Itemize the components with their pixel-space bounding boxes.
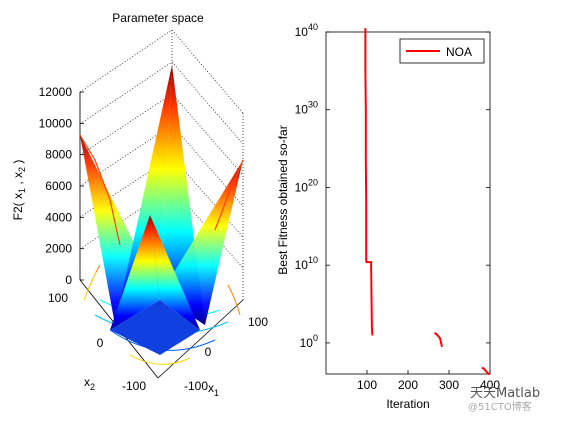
x-tick-label: 200 xyxy=(398,378,418,392)
y-tick-label: 100 xyxy=(300,333,318,350)
y-tick-label: 1040 xyxy=(295,22,318,39)
x2-tick-label: 100 xyxy=(48,291,68,305)
z-axis-ticks: 0 2000 4000 6000 8000 10000 12000 xyxy=(39,85,84,287)
surface-mesh xyxy=(79,65,244,355)
x1-tick-label: 0 xyxy=(205,345,212,359)
series-line-noa xyxy=(481,366,490,375)
x1-tick-label: 100 xyxy=(248,315,268,329)
x1-axis-ticks: -100 0 100 xyxy=(184,315,268,393)
convergence-axes-box xyxy=(325,31,491,375)
legend: NOA xyxy=(399,38,485,64)
surface-zlabel: F2( x1 , x2 ) xyxy=(11,160,27,221)
x2-tick-label: -100 xyxy=(122,379,146,393)
convergence-x-ticks: 100 200 300 400 xyxy=(357,370,500,392)
surface-plot: Parameter space xyxy=(11,11,268,398)
convergence-xlabel: Iteration xyxy=(386,397,429,411)
z-tick-label: 12000 xyxy=(39,85,73,99)
x2-axis-ticks: -100 0 100 xyxy=(48,291,146,393)
z-tick-label: 2000 xyxy=(45,242,72,256)
series-line-noa xyxy=(433,332,443,348)
z-tick-label: 10000 xyxy=(39,116,73,130)
z-tick-label: 4000 xyxy=(45,210,72,224)
surface-title: Parameter space xyxy=(112,11,204,25)
y-tick-label: 1030 xyxy=(295,100,318,117)
watermark-subtext: @51CTO博客 xyxy=(468,402,532,413)
y-tick-label: 1020 xyxy=(295,177,318,194)
watermark-text: 天天Matlab xyxy=(470,386,541,401)
x-tick-label: 100 xyxy=(357,378,377,392)
convergence-y-ticks: 100 1010 1020 1030 1040 xyxy=(295,22,490,350)
surface-xlabel: x1 xyxy=(208,381,219,398)
legend-label: NOA xyxy=(446,45,472,59)
series-line-noa xyxy=(364,28,374,336)
z-tick-label: 6000 xyxy=(45,179,72,193)
x1-tick-label: -100 xyxy=(184,379,208,393)
x2-tick-label: 0 xyxy=(97,336,104,350)
z-tick-label: 0 xyxy=(65,273,72,287)
x-tick-label: 400 xyxy=(480,378,500,392)
surface-ylabel: x2 xyxy=(84,375,95,392)
convergence-plot: 100 1010 1020 1030 1040 100 200 300 400 Best Fi… xyxy=(276,22,500,411)
z-tick-label: 8000 xyxy=(45,148,72,162)
convergence-ylabel: Best Fitness obtained so-far xyxy=(276,125,290,274)
y-tick-label: 1010 xyxy=(295,255,318,272)
x-tick-label: 300 xyxy=(439,378,459,392)
convergence-series xyxy=(364,28,490,375)
